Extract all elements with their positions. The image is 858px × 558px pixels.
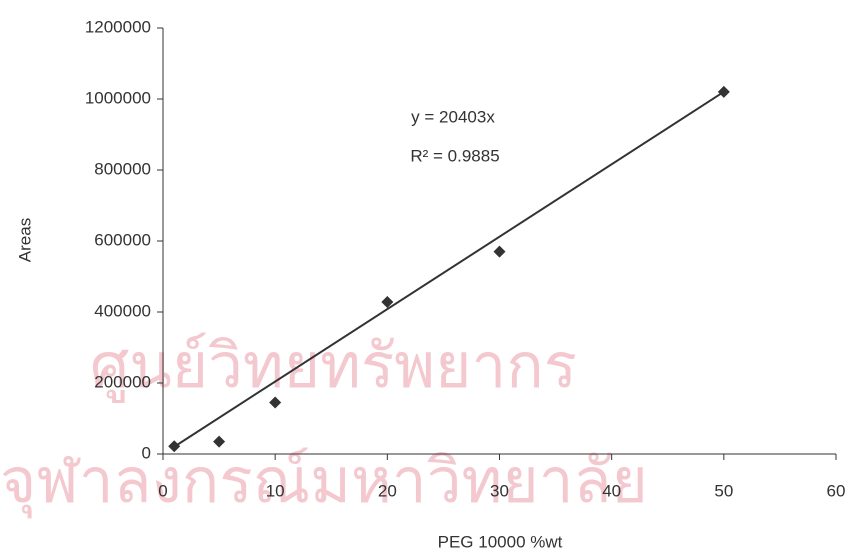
y-axis-title: Areas bbox=[15, 218, 34, 262]
y-tick-label: 600000 bbox=[94, 230, 151, 249]
y-tick-label: 1000000 bbox=[85, 88, 151, 107]
x-tick-label: 30 bbox=[490, 481, 509, 500]
x-tick-label: 40 bbox=[602, 481, 621, 500]
x-axis-title: PEG 10000 %wt bbox=[438, 532, 563, 551]
y-tick-label: 1200000 bbox=[85, 17, 151, 36]
r-squared: R² = 0.9885 bbox=[410, 146, 499, 165]
data-point bbox=[494, 246, 506, 258]
trendline-equation: y = 20403x bbox=[411, 107, 495, 126]
data-point bbox=[718, 86, 730, 98]
y-tick-label: 200000 bbox=[94, 372, 151, 391]
x-tick-label: 20 bbox=[378, 481, 397, 500]
x-tick-label: 10 bbox=[266, 481, 285, 500]
watermark: จุฬาลงกรณ์มหาวิทยาลัย bbox=[0, 444, 648, 518]
y-tick-label: 800000 bbox=[94, 159, 151, 178]
x-tick-label: 50 bbox=[714, 481, 733, 500]
x-tick-label: 0 bbox=[158, 481, 167, 500]
y-tick-label: 400000 bbox=[94, 301, 151, 320]
y-tick-label: 0 bbox=[142, 443, 151, 462]
chart: ศูนย์วิทยทรัพยากร จุฬาลงกรณ์มหาวิทยาลัย … bbox=[0, 0, 858, 558]
x-tick-label: 60 bbox=[827, 481, 846, 500]
